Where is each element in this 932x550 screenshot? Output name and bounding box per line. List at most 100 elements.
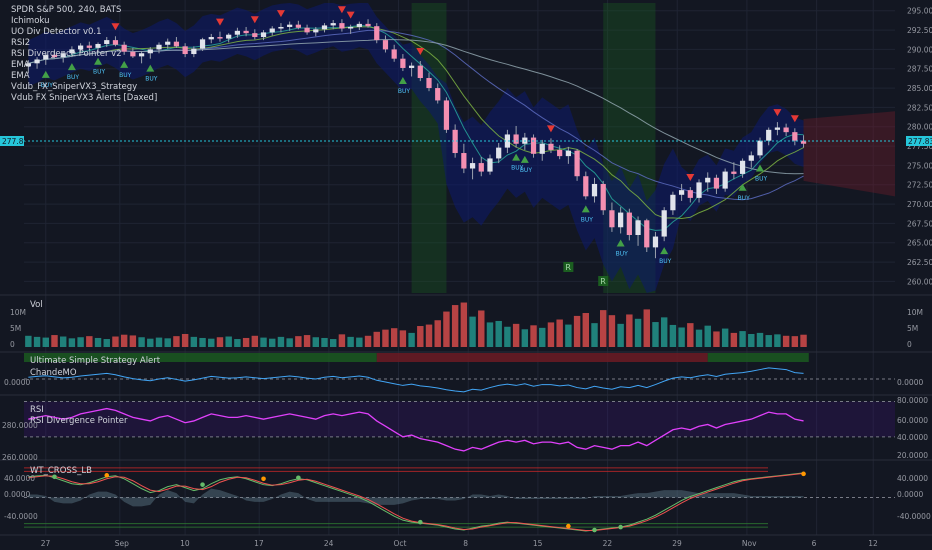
candle-53 — [487, 158, 493, 172]
volume-bar-30 — [286, 338, 293, 347]
volume-bar-23 — [225, 336, 232, 347]
candle-4 — [60, 53, 66, 58]
cmo-tick-right: 0.0000 — [897, 378, 923, 387]
cmo-title: ChandeMO — [30, 368, 77, 378]
buy-marker-10 — [660, 247, 669, 255]
volume-bar-88 — [791, 336, 799, 347]
candle-61 — [557, 149, 563, 157]
volume-bar-16 — [164, 338, 171, 347]
candle-36 — [339, 23, 345, 29]
volume-bar-76 — [687, 323, 694, 347]
buy-label-7: BUY — [520, 167, 533, 174]
candle-70 — [635, 220, 641, 235]
candle-40 — [374, 26, 380, 41]
candle-66 — [600, 183, 606, 211]
price-tick-5: 282.50 — [907, 103, 932, 112]
cmo-line — [28, 367, 804, 393]
volume-bar-2 — [42, 337, 49, 347]
price-tick-7: 277.50 — [907, 142, 932, 151]
candle-69 — [626, 212, 632, 235]
candle-77 — [696, 182, 702, 198]
volume-pane[interactable] — [25, 302, 807, 347]
price-tick-11: 267.50 — [907, 219, 932, 228]
volume-bar-17 — [173, 336, 180, 347]
price-tag-left: 277.83 — [0, 136, 28, 146]
volume-bar-31 — [295, 336, 302, 347]
strategy-pane[interactable] — [24, 353, 809, 362]
r-marker-bg-0 — [563, 262, 574, 272]
candle-20 — [199, 39, 206, 49]
candle-55 — [504, 134, 511, 148]
candle-28 — [269, 28, 275, 33]
wt-cross-dot-4 — [296, 475, 301, 481]
chande-mo-pane[interactable] — [24, 367, 895, 393]
wt-cross-dot-5 — [418, 519, 423, 525]
price-tag-right: 277.83 — [906, 136, 932, 146]
candle-30 — [287, 24, 293, 27]
candle-71 — [644, 220, 650, 248]
vol-tick-left-10m: 10M — [10, 308, 26, 317]
volume-bar-28 — [269, 338, 276, 347]
volume-bar-9 — [103, 339, 110, 347]
future-cloud — [803, 111, 895, 197]
candle-37 — [348, 26, 354, 29]
x-tick-6: 8 — [463, 539, 468, 548]
vol-tick-right-5m: 5M — [907, 324, 918, 333]
candle-89 — [800, 140, 807, 144]
candle-5 — [69, 49, 75, 54]
volume-bar-59 — [539, 327, 546, 347]
volume-bar-56 — [512, 323, 520, 347]
candle-10 — [112, 40, 119, 45]
symbol-title: SPDR S&P 500, 240, BATS — [11, 5, 121, 15]
rsi-pane[interactable] — [24, 401, 895, 452]
volume-bar-52 — [478, 310, 485, 347]
candle-7 — [86, 45, 92, 48]
volume-bar-20 — [199, 337, 206, 347]
price-tick-4: 285.00 — [907, 84, 932, 93]
candle-56 — [513, 134, 519, 144]
price-tick-6: 280.00 — [907, 123, 932, 132]
candle-9 — [104, 40, 110, 44]
volume-bar-29 — [277, 336, 285, 347]
volume-bar-77 — [695, 329, 703, 347]
price-tick-1: 292.50 — [907, 26, 932, 35]
r-marker-1: R — [600, 277, 606, 286]
buy-label-3: BUY — [119, 72, 132, 79]
candle-48 — [443, 100, 450, 130]
volume-bar-35 — [329, 339, 337, 347]
buy-marker-2 — [94, 57, 103, 65]
candle-26 — [252, 33, 258, 38]
x-tick-7: 15 — [533, 539, 543, 548]
rsi-tick-right-20: 20.0000 — [897, 451, 928, 460]
candle-23 — [226, 34, 232, 39]
wt-tick-right-0: 0.0000 — [897, 490, 923, 499]
volume-bar-32 — [303, 335, 311, 347]
wt-cross-pane[interactable] — [24, 467, 895, 533]
volume-bar-1 — [33, 336, 41, 347]
volume-bar-67 — [608, 315, 616, 347]
buy-label-2: BUY — [93, 69, 106, 76]
buy-label-4: BUY — [145, 76, 158, 83]
candle-68 — [618, 212, 624, 228]
volume-bar-60 — [547, 322, 555, 347]
vol-tick-right-10m: 10M — [907, 308, 923, 317]
candle-1 — [34, 59, 40, 64]
candle-47 — [435, 88, 441, 101]
candle-85 — [766, 129, 772, 141]
wt-title: WT_CROSS_LB — [30, 466, 92, 476]
volume-bar-70 — [634, 318, 642, 347]
wt-cross-dot-1 — [104, 473, 110, 478]
r-marker-0: R — [565, 263, 571, 272]
price-tick-3: 287.50 — [907, 65, 932, 74]
volume-bar-61 — [556, 319, 563, 347]
volume-bar-69 — [626, 314, 633, 347]
x-tick-9: 29 — [672, 539, 682, 548]
buy-marker-12 — [755, 164, 764, 172]
x-tick-5: Oct — [394, 539, 407, 548]
candle-84 — [757, 140, 763, 156]
wt-cross-dot-0 — [52, 474, 57, 480]
indicator-vdub-strategy: Vdub_FX_SniperVX3_Strategy — [11, 82, 137, 92]
